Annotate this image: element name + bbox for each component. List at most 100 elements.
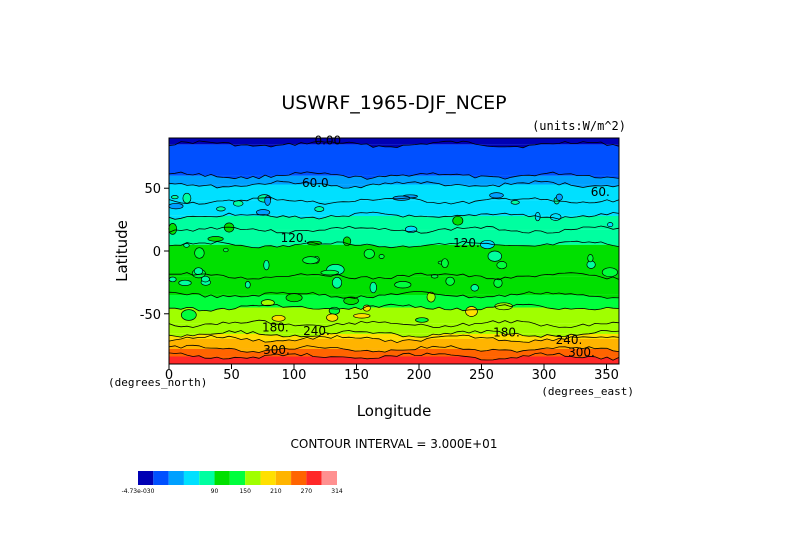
units-label: (units:W/m^2) [532,119,626,133]
contour-blob-3 [271,314,286,322]
band-11 [169,323,619,334]
contour-line-11 [168,319,620,328]
band-edge-fill-1 [169,140,619,148]
colorbar-swatch-1 [153,471,169,485]
colorbar-swatch-6 [229,471,246,485]
contour-line-1 [168,140,620,149]
colorbar-label-0: -4.73e-030 [122,488,155,495]
contour-blob-36 [223,247,229,253]
y-unit-label: (degrees_north) [108,376,207,389]
colorbar-swatch-11 [306,471,322,485]
band-edge-fill-7 [169,241,619,248]
contour-blob-29 [207,236,224,242]
contour-blob-45 [168,202,184,210]
x-tick-label-4: 200 [407,368,432,383]
contour-blob-33 [587,254,594,263]
contour-line-4 [168,196,620,205]
x-axis-label: Longitude [357,402,432,420]
colorbar-label-5: 314 [331,488,343,495]
contour-blob-6 [331,276,343,289]
contour-label-10: 300. [568,346,595,360]
contour-line-9 [168,291,620,299]
contour-line-13 [168,334,620,344]
colorbar-swatch-10 [291,471,307,485]
band-4 [169,200,619,216]
chart-title: USWRF_1965-DJF_NCEP [281,92,506,114]
contour-label-9: 300. [263,343,290,357]
contour-blob-26 [193,267,204,275]
contour-blob-65 [180,309,197,321]
contour-blob-9 [314,206,325,212]
contour-blob-35 [465,306,478,317]
contour-label-7: 180. [493,325,520,339]
contour-blob-64 [496,261,508,270]
contour-label-2: 60. [591,185,610,199]
x-tick-label-2: 100 [282,368,307,383]
contour-blob-28 [194,247,205,259]
contour-blob-44 [168,223,178,235]
colorbar-label-3: 210 [270,488,282,495]
x-tick-label-3: 150 [344,368,369,383]
contour-blob-1 [260,299,275,307]
colorbar-swatch-4 [199,471,215,485]
band-10 [169,307,619,324]
contour-label-5: 180. [262,320,289,334]
contour-blob-12 [256,209,271,216]
band-edge-fill-11 [169,320,619,328]
contour-label-1: 60.0 [302,176,329,190]
contour-blob-69 [342,236,352,247]
x-tick-label-0: 0 [165,368,173,383]
contour-blob-22 [328,306,341,315]
contour-blob-57 [487,250,502,262]
contour-fill-bands [169,138,619,364]
contour-line-5 [168,211,620,220]
x-tick-label-7: 350 [594,368,619,383]
x-tick-label-6: 300 [532,368,557,383]
contour-blob-58 [353,313,371,319]
contour-blob-14 [441,258,449,269]
contour-label-0: 0.00 [314,133,341,147]
contour-blob-5 [445,276,455,286]
contour-blob-55 [489,192,504,199]
contour-blob-37 [452,215,464,226]
contour-blob-43 [171,195,179,200]
colorbar-swatch-7 [245,471,261,485]
band-12 [169,333,619,339]
contour-line-14 [168,344,620,353]
x-tick-label-5: 250 [469,368,494,383]
band-7 [169,244,619,277]
contour-label-3: 120. [281,231,308,245]
contour-blob-18 [178,279,192,286]
contour-blob-68 [320,269,340,276]
contour-blob-41 [369,281,377,294]
x-tick-label-1: 50 [223,368,240,383]
y-axis-label: Latitude [113,220,131,282]
contour-blob-23 [200,275,210,283]
contour-blob-13 [244,281,251,289]
contour-blob-42 [426,291,436,303]
band-edge-fill-6 [169,226,619,234]
x-axis-ticks: 0 50 100 150 200 250 300 350 [165,364,619,383]
band-1 [169,144,619,176]
contour-blob-7 [601,267,618,278]
contour-blob-52 [264,195,271,206]
band-3 [169,184,619,201]
contour-blob-66 [302,256,319,265]
contour-blob-48 [326,313,339,322]
contour-line-15 [168,352,620,361]
contour-blob-2 [470,284,479,292]
contour-line-10 [168,303,620,312]
contour-line-8 [168,272,620,281]
band-13 [169,338,619,349]
colorbar-swatch-8 [260,471,276,485]
colorbar-swatch-12 [321,471,337,485]
contour-line-2 [168,171,620,180]
contour-lines [168,140,620,361]
contour-blob-60 [415,317,429,323]
contour-label-4: 120. [453,236,480,250]
contour-blob-8 [182,192,192,204]
contour-blob-19 [378,254,385,259]
y-axis-ticks: 50 0 -50 [140,182,169,323]
contour-interval-text: CONTOUR INTERVAL = 3.000E+01 [291,437,498,451]
